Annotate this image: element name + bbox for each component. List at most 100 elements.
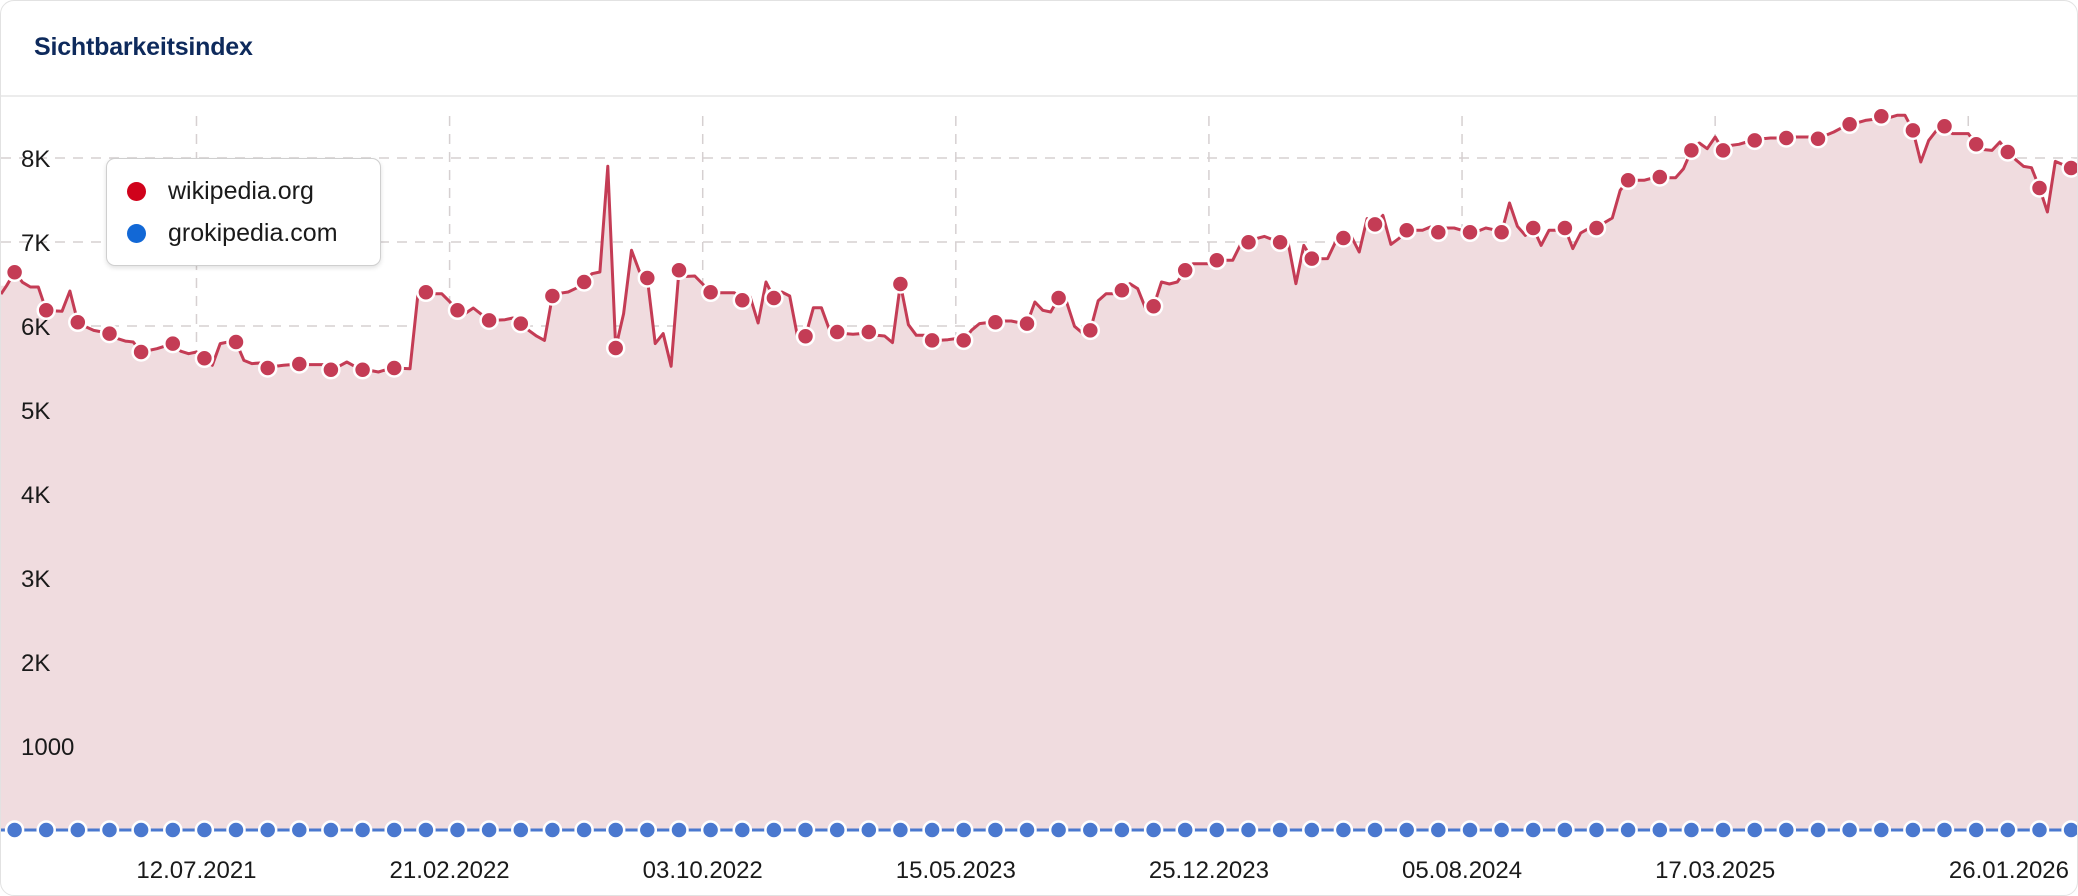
- data-point-marker: [1017, 820, 1037, 840]
- data-point-marker: [99, 323, 120, 344]
- data-point-marker: [764, 288, 784, 308]
- data-point-marker: [1017, 313, 1037, 334]
- data-point-marker: [352, 820, 373, 840]
- data-point-marker: [890, 274, 911, 294]
- data-point-marker: [1112, 820, 1132, 840]
- data-point-marker: [1460, 820, 1480, 840]
- data-point-marker: [4, 262, 25, 282]
- data-point-marker: [131, 342, 151, 362]
- data-point-marker: [637, 820, 658, 840]
- data-point-marker: [479, 820, 499, 840]
- data-point-marker: [1270, 820, 1290, 840]
- data-point-marker: [985, 820, 1006, 840]
- x-tick-label: 05.08.2024: [1402, 857, 1522, 884]
- data-point-marker: [447, 820, 468, 840]
- y-tick-label: 4K: [21, 482, 50, 509]
- data-point-marker: [1839, 114, 1860, 135]
- data-point-marker: [1302, 248, 1322, 269]
- data-point-marker: [732, 820, 753, 840]
- data-point-marker: [1460, 222, 1480, 243]
- data-point-marker: [1302, 820, 1322, 840]
- data-point-marker: [1776, 128, 1797, 148]
- data-point-marker: [68, 820, 88, 840]
- data-point-marker: [226, 820, 246, 840]
- data-point-marker: [99, 820, 120, 840]
- data-point-marker: [384, 358, 404, 378]
- data-point-marker: [1650, 167, 1670, 187]
- data-point-marker: [953, 330, 974, 351]
- data-point-marker: [605, 338, 626, 358]
- x-tick-label: 12.07.2021: [136, 857, 256, 884]
- data-point-marker: [352, 359, 373, 380]
- y-tick-label: 8K: [21, 146, 50, 173]
- series-area-0: [1, 115, 2077, 830]
- data-point-marker: [700, 820, 721, 840]
- legend-dot-icon: [127, 182, 146, 201]
- data-point-marker: [1903, 820, 1923, 840]
- data-point-marker: [416, 820, 436, 840]
- y-tick-label: 2K: [21, 650, 50, 677]
- data-point-marker: [1839, 820, 1860, 840]
- card-title: Sichtbarkeitsindex: [34, 33, 253, 61]
- data-point-marker: [795, 326, 816, 347]
- data-point-marker: [1903, 120, 1923, 141]
- data-point-marker: [1491, 222, 1512, 243]
- y-tick-label: 1000: [21, 734, 74, 761]
- data-point-marker: [257, 820, 278, 840]
- data-point-marker: [1523, 820, 1543, 840]
- data-point-marker: [289, 820, 310, 840]
- x-tick-label: 15.05.2023: [896, 857, 1016, 884]
- data-point-marker: [1207, 250, 1227, 271]
- data-point-marker: [1744, 820, 1765, 840]
- legend-label: wikipedia.org: [168, 177, 314, 205]
- data-point-marker: [131, 820, 151, 840]
- data-point-marker: [1048, 820, 1069, 840]
- data-point-marker: [1966, 134, 1986, 155]
- data-point-marker: [1966, 820, 1986, 840]
- legend-item-wikipedia[interactable]: wikipedia.org: [127, 177, 314, 206]
- data-point-marker: [1650, 820, 1670, 840]
- data-point-marker: [827, 322, 847, 342]
- data-point-marker: [2061, 158, 2077, 178]
- series-areas: [1, 115, 2077, 830]
- data-point-marker: [1207, 820, 1227, 840]
- x-axis-labels: 12.07.2021 21.02.2022 03.10.2022 15.05.2023…: [136, 857, 2069, 884]
- data-point-marker: [1048, 288, 1069, 308]
- data-point-marker: [1143, 820, 1164, 840]
- data-point-marker: [2029, 820, 2050, 840]
- legend-label: grokipedia.com: [168, 219, 338, 247]
- chart-legend: wikipedia.org grokipedia.com: [106, 158, 381, 266]
- data-point-marker: [574, 820, 594, 840]
- data-point-marker: [511, 313, 531, 334]
- data-point-marker: [1396, 820, 1417, 840]
- data-point-marker: [669, 820, 689, 840]
- data-point-marker: [1428, 222, 1449, 243]
- x-tick-label: 21.02.2022: [390, 857, 510, 884]
- legend-item-grokipedia[interactable]: grokipedia.com: [127, 219, 338, 248]
- data-point-marker: [1998, 820, 2018, 840]
- data-point-marker: [289, 354, 310, 374]
- data-point-marker: [1080, 320, 1101, 341]
- data-point-marker: [1871, 106, 1892, 127]
- y-tick-label: 3K: [21, 566, 50, 593]
- data-point-marker: [68, 312, 88, 333]
- data-point-marker: [1112, 280, 1132, 301]
- data-point-marker: [1618, 820, 1638, 840]
- data-point-marker: [1143, 296, 1164, 317]
- data-point-marker: [764, 820, 784, 840]
- data-point-marker: [1238, 820, 1259, 840]
- data-point-marker: [163, 333, 183, 354]
- data-point-marker: [1365, 214, 1385, 235]
- data-point-marker: [953, 820, 974, 840]
- data-point-marker: [605, 820, 626, 840]
- data-point-marker: [1175, 820, 1195, 840]
- data-point-marker: [700, 282, 721, 303]
- data-point-marker: [447, 300, 468, 321]
- legend-dot-icon: [127, 224, 146, 243]
- data-point-marker: [1713, 140, 1733, 161]
- data-point-marker: [1175, 260, 1195, 281]
- data-point-marker: [1934, 116, 1955, 137]
- data-point-marker: [2029, 178, 2050, 198]
